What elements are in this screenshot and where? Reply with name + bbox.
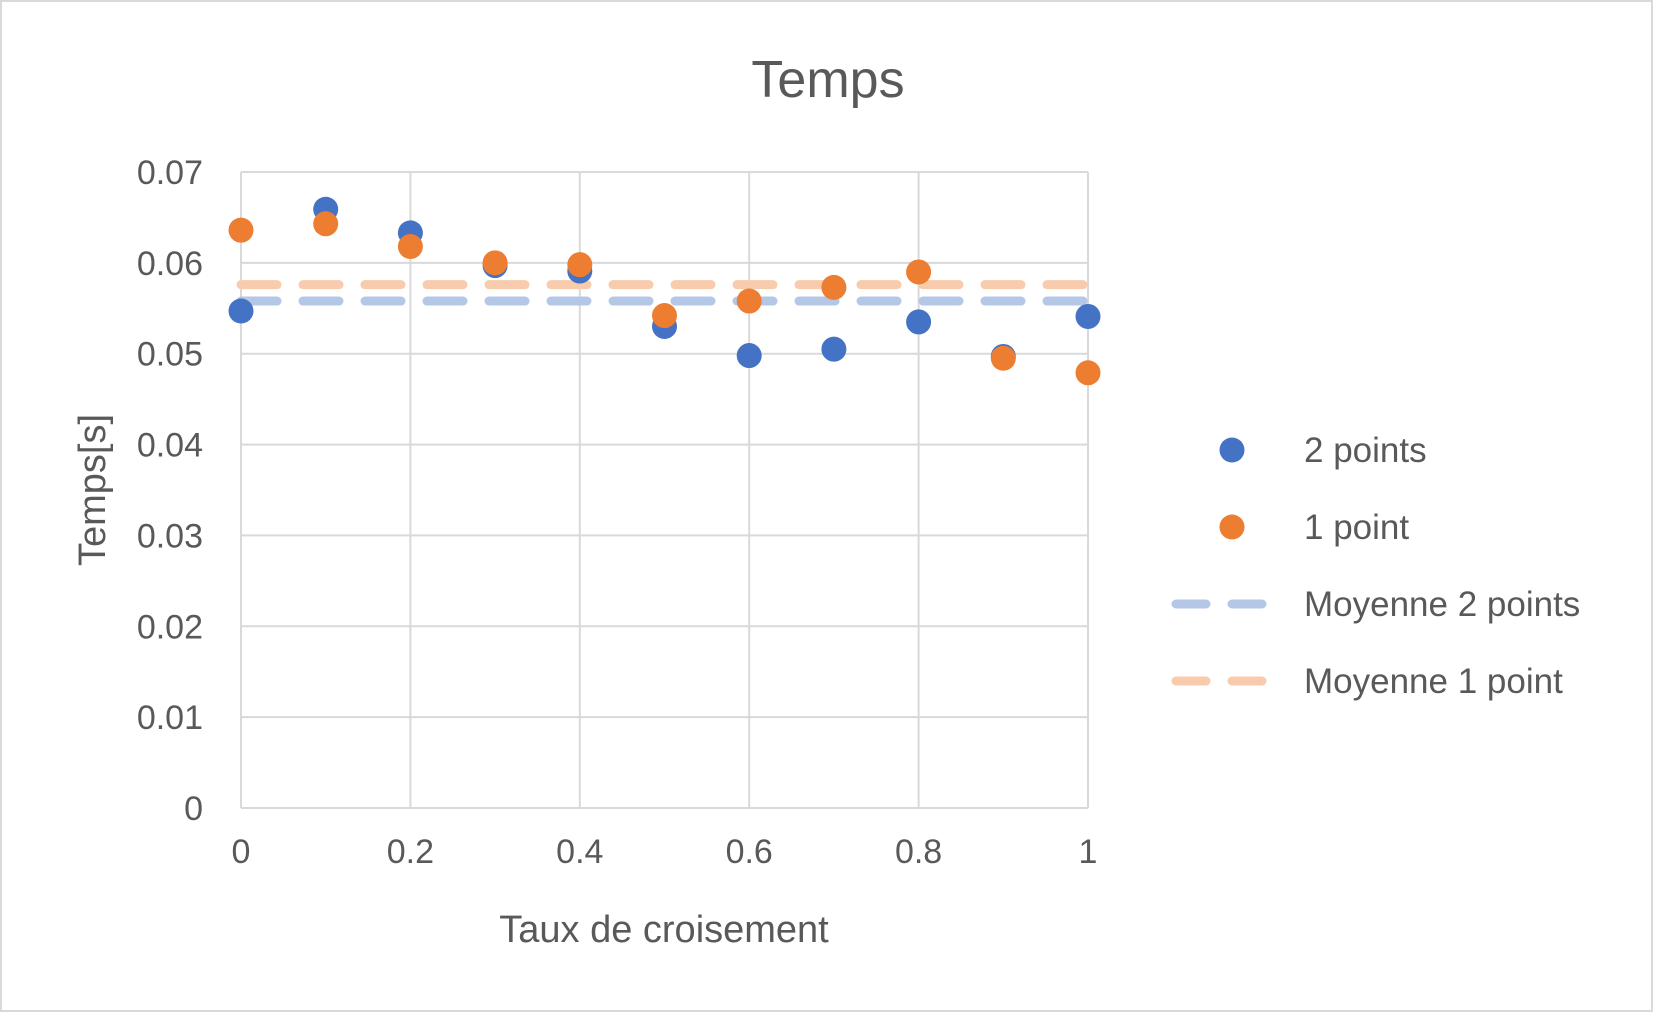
point-2-points	[1075, 303, 1101, 329]
average-lines	[236, 280, 1093, 306]
legend-marker-2-points	[1219, 437, 1245, 463]
legend-label-moyenne-2-points: Moyenne 2 points	[1304, 585, 1580, 624]
y-axis-title: Temps[s]	[72, 414, 114, 566]
point-1-point	[652, 303, 677, 329]
x-tick-label: 1	[1079, 833, 1098, 871]
y-tick-label: 0.06	[137, 245, 203, 283]
point-1-point	[821, 274, 847, 300]
point-1-point	[482, 250, 508, 276]
point-1-point	[397, 234, 423, 260]
point-1-point	[736, 288, 762, 314]
gridlines	[240, 171, 1089, 809]
point-1-point	[1075, 360, 1101, 386]
point-1-point	[990, 345, 1016, 371]
legend-marker-1-point	[1219, 514, 1245, 540]
data-points	[228, 196, 1101, 386]
y-tick-label: 0	[184, 790, 203, 828]
y-tick-label: 0.03	[137, 517, 203, 555]
x-tick-label: 0.6	[726, 833, 773, 871]
point-2-points	[906, 309, 932, 335]
point-1-point	[906, 259, 932, 285]
tick-labels: 0 0.01 0.02 0.03 0.04 0.05 0.06 0.07 0 0.2 0.4 0.6 0…	[137, 154, 1098, 871]
y-tick-label: 0.07	[137, 154, 203, 192]
x-tick-label: 0.8	[895, 833, 942, 871]
y-tick-label: 0.02	[137, 608, 203, 646]
x-tick-label: 0	[232, 833, 251, 871]
legend-label-2-points: 2 points	[1304, 431, 1427, 470]
point-1-point	[313, 211, 339, 237]
x-axis-title: Taux de croisement	[499, 909, 829, 951]
point-2-points	[228, 298, 254, 324]
legend-label-moyenne-1-point: Moyenne 1 point	[1304, 662, 1563, 701]
legend: 2 points 1 point Moyenne 2 points Moyenne 1…	[1171, 431, 1580, 701]
chart-title: Temps	[751, 51, 904, 109]
y-tick-label: 0.05	[137, 336, 203, 374]
x-tick-label: 0.2	[387, 833, 434, 871]
point-2-points	[821, 336, 847, 362]
x-tick-label: 0.4	[556, 833, 603, 871]
legend-label-1-point: 1 point	[1304, 508, 1409, 547]
y-tick-label: 0.01	[137, 699, 203, 737]
y-tick-label: 0.04	[137, 427, 203, 465]
point-2-points	[736, 343, 762, 369]
point-1-point	[228, 217, 254, 243]
point-1-point	[567, 252, 593, 278]
